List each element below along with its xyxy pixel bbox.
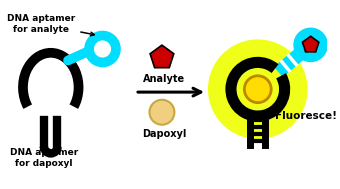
Text: DNA aptamer
for dapoxyl: DNA aptamer for dapoxyl <box>10 143 78 168</box>
Circle shape <box>150 100 174 125</box>
Text: Fluoresce!: Fluoresce! <box>275 111 337 121</box>
Text: DNA aptamer
for analyte: DNA aptamer for analyte <box>7 15 94 36</box>
Polygon shape <box>303 36 319 52</box>
Circle shape <box>244 76 271 103</box>
Text: Analyte: Analyte <box>143 74 185 84</box>
Circle shape <box>208 39 308 139</box>
Text: Dapoxyl: Dapoxyl <box>142 129 186 139</box>
Polygon shape <box>150 45 174 68</box>
